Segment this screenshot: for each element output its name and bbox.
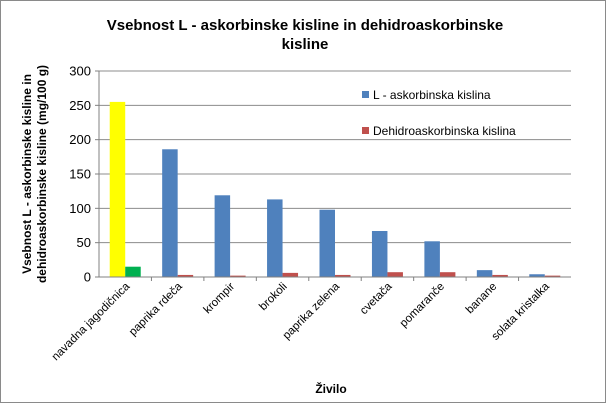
bar-dehidroaskorbinska-7 xyxy=(492,274,508,277)
bar-l-askorbinska-1 xyxy=(162,149,178,277)
legend: L - askorbinska kislina Dehidroaskorbins… xyxy=(362,88,516,138)
bar-dehidroaskorbinska-1 xyxy=(177,274,194,277)
chart-title-line-1: Vsebnost L - askorbinske kisline in dehi… xyxy=(107,17,504,34)
bar-dehidroaskorbinska-3 xyxy=(282,272,299,277)
y-axis-label-line-2: dehidroaskorbinske kisline (mg/100 g) xyxy=(35,65,49,283)
bar-dehidroaskorbinska-5 xyxy=(387,272,403,277)
chart-title-line-2: kisline xyxy=(282,36,329,53)
bar-l-askorbinska-7 xyxy=(476,270,493,277)
x-category-label-7: banane xyxy=(464,281,500,317)
x-category-label-2: krompir xyxy=(202,281,238,317)
legend-label-l-askorbinska: L - askorbinska kislina xyxy=(373,88,491,102)
x-category-label-8: solata kristalka xyxy=(490,280,553,343)
bar-l-askorbinska-5 xyxy=(371,230,388,277)
legend-label-dehidroaskorbinska: Dehidroaskorbinska kislina xyxy=(373,124,516,138)
legend-swatch-l-askorbinska xyxy=(362,91,369,98)
bar-dehidroaskorbinska-8 xyxy=(544,275,561,277)
bar-l-askorbinska-2 xyxy=(214,195,231,277)
y-tick-label-0: 0 xyxy=(84,270,91,285)
x-category-label-4: paprika zelena xyxy=(281,280,343,342)
legend-swatch-dehidroaskorbinska xyxy=(362,127,369,134)
y-tick-label-150: 150 xyxy=(69,167,91,182)
bar-dehidroaskorbinska-4 xyxy=(335,274,351,277)
bar-l-askorbinska-3 xyxy=(267,199,283,277)
x-category-label-1: paprika rdeča xyxy=(127,280,185,338)
bar-l-askorbinska-0 xyxy=(109,101,126,278)
y-tick-label-300: 300 xyxy=(69,64,91,79)
bar-l-askorbinska-6 xyxy=(424,241,440,277)
bar-l-askorbinska-8 xyxy=(529,274,545,277)
bar-dehidroaskorbinska-0 xyxy=(125,266,141,277)
x-category-label-6: pomaranče xyxy=(398,281,447,330)
y-tick-label-200: 200 xyxy=(69,132,91,147)
bar-dehidroaskorbinska-6 xyxy=(439,272,456,277)
bar-dehidroaskorbinska-2 xyxy=(230,275,246,277)
y-tick-label-250: 250 xyxy=(69,98,91,113)
x-category-label-3: brokoli xyxy=(257,281,289,313)
y-tick-label-50: 50 xyxy=(77,235,91,250)
x-category-label-5: cvetača xyxy=(358,280,395,317)
y-tick-label-100: 100 xyxy=(69,201,91,216)
y-axis-label-line-1: Vsebnost L - askorbinske kisline in xyxy=(20,74,34,274)
x-axis-label: Živilo xyxy=(315,381,346,396)
x-category-label-0: navadna jagodičnica xyxy=(50,280,133,363)
bar-l-askorbinska-4 xyxy=(319,209,335,277)
